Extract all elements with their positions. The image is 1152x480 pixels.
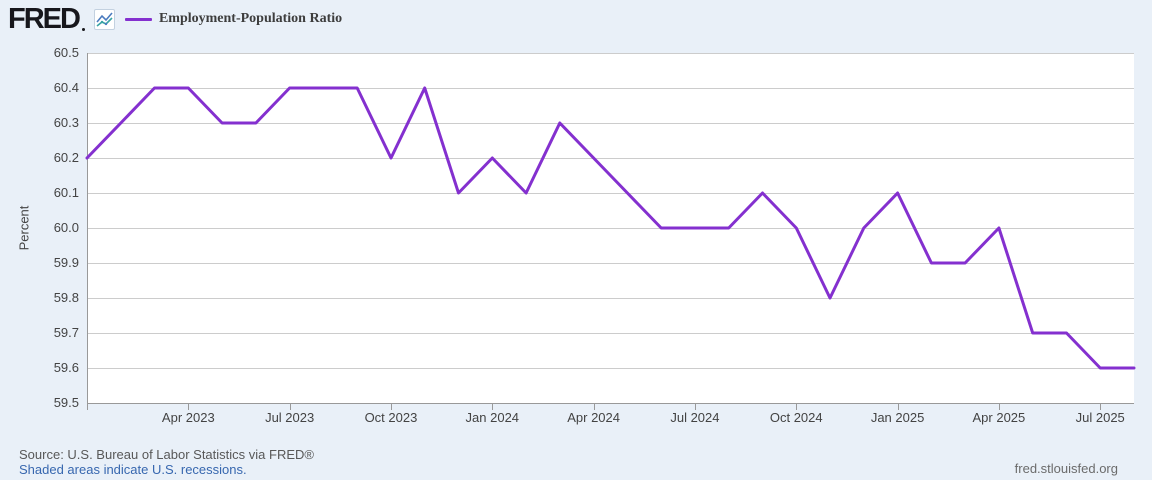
chart-header: FRED Employment-Population Ratio	[8, 3, 343, 36]
sparkline-icon-graphic	[96, 11, 113, 27]
y-tick-label: 59.8	[53, 290, 79, 305]
fred-logo: FRED	[8, 3, 85, 36]
y-tick-label: 59.6	[53, 360, 79, 375]
y-tick-label: 59.9	[53, 255, 79, 270]
fred-sparkline-icon	[93, 8, 115, 30]
y-tick-label: 60.1	[53, 185, 79, 200]
x-tick-label: Jul 2023	[265, 410, 315, 425]
y-tick-label: 60.4	[53, 80, 79, 95]
legend-line-swatch	[124, 17, 152, 21]
fred-site-link[interactable]: fred.stlouisfed.org	[1014, 461, 1118, 476]
source-text: Source: U.S. Bureau of Labor Statistics …	[19, 447, 314, 462]
series-line-employment-population-ratio	[85, 86, 1136, 370]
y-tick-label: 60.0	[53, 220, 79, 235]
legend-series-label: Employment-Population Ratio	[158, 11, 343, 26]
x-tick-label: Jan 2025	[870, 410, 925, 425]
y-tick-label: 59.5	[53, 395, 79, 410]
x-tick-label: Oct 2023	[364, 410, 418, 425]
x-tick-label: Jan 2024	[465, 410, 520, 425]
x-tick-label: Jul 2025	[1075, 410, 1125, 425]
x-tick-label: Oct 2024	[769, 410, 823, 425]
recessions-note-link[interactable]: Shaded areas indicate U.S. recessions.	[19, 462, 247, 477]
y-tick-label: 60.3	[53, 115, 79, 130]
chart-legend: Employment-Population Ratio	[124, 11, 343, 27]
x-tick-label: Apr 2023	[161, 410, 215, 425]
y-tick-label: 60.5	[53, 45, 79, 60]
plot-area	[85, 53, 1136, 410]
x-tick-label: Apr 2025	[972, 410, 1026, 425]
registered-mark-dot	[81, 27, 85, 31]
fred-logo-text: FRED	[8, 2, 81, 35]
x-tick-label: Apr 2024	[567, 410, 620, 425]
x-tick-label: Jul 2024	[670, 410, 720, 425]
y-tick-label: 60.2	[53, 150, 79, 165]
y-tick-label: 59.7	[53, 325, 79, 340]
